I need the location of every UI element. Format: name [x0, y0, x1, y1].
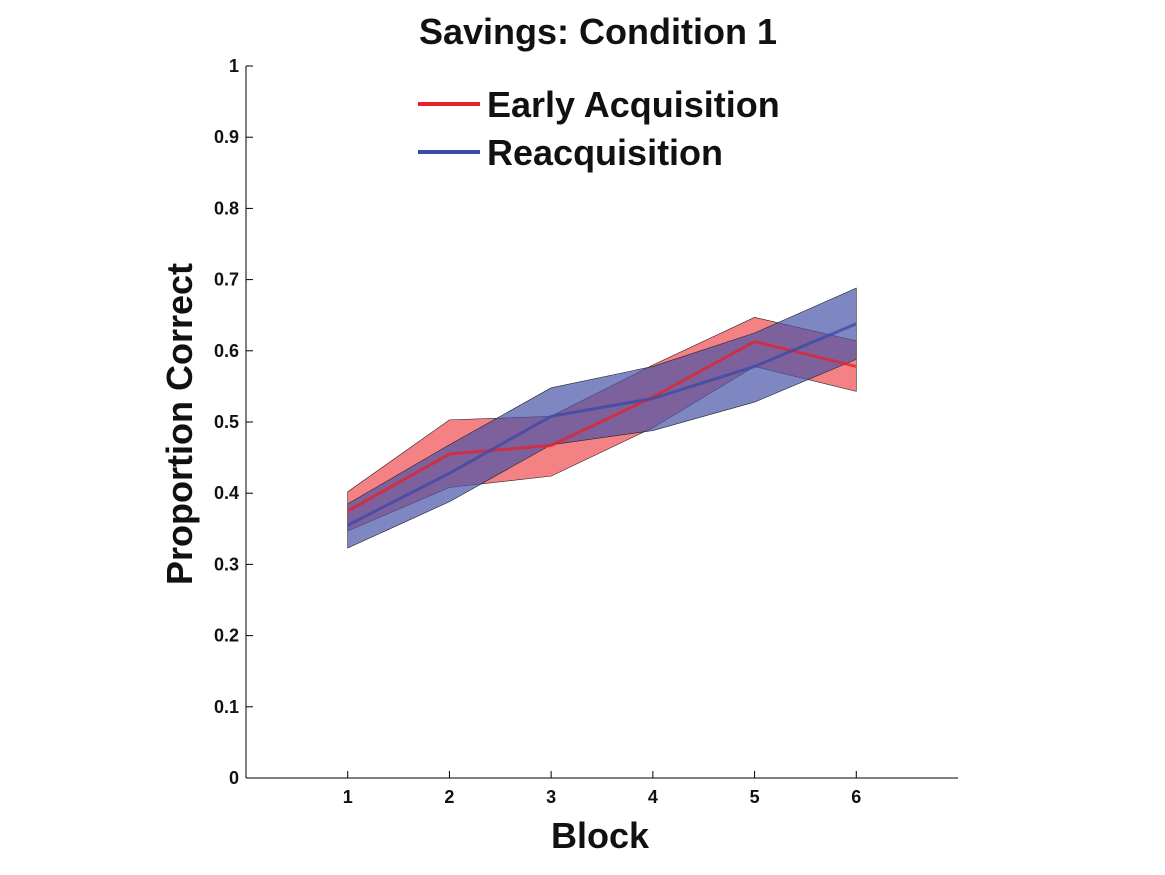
y-axis-label: Proportion Correct: [159, 263, 200, 585]
x-tick-label: 4: [648, 787, 658, 807]
x-tick-label: 2: [444, 787, 454, 807]
line-series-1: [346, 340, 857, 513]
y-tick-label: 0.3: [214, 554, 239, 574]
legend-label: Reacquisition: [487, 132, 723, 173]
line-series-2: [347, 322, 857, 527]
legend: Early Acquisition Reacquisition: [418, 84, 780, 173]
x-axis-ticks: 1 2 3 4 5 6: [343, 771, 861, 807]
y-tick-label: 1: [229, 56, 239, 76]
x-tick-label: 1: [343, 787, 353, 807]
y-tick-label: 0.8: [214, 198, 239, 218]
x-tick-label: 3: [546, 787, 556, 807]
y-tick-label: 0: [229, 768, 239, 788]
y-tick-label: 0.2: [214, 626, 239, 646]
x-tick-label: 6: [851, 787, 861, 807]
y-tick-label: 0.6: [214, 341, 239, 361]
legend-label: Early Acquisition: [487, 84, 780, 125]
y-axis-ticks: 0 0.1 0.2 0.3 0.4 0.5 0.6 0.7 0.8 0.9 1: [214, 56, 253, 788]
chart-title: Savings: Condition 1: [419, 11, 777, 52]
y-tick-label: 0.7: [214, 270, 239, 290]
series-bands: [347, 287, 857, 549]
series-lines: [346, 322, 857, 527]
y-tick-label: 0.9: [214, 127, 239, 147]
y-tick-label: 0.5: [214, 412, 239, 432]
x-tick-label: 5: [750, 787, 760, 807]
band-series-2: [347, 287, 857, 549]
x-axis-label: Block: [551, 815, 650, 856]
y-tick-label: 0.1: [214, 697, 239, 717]
y-tick-label: 0.4: [214, 483, 239, 503]
